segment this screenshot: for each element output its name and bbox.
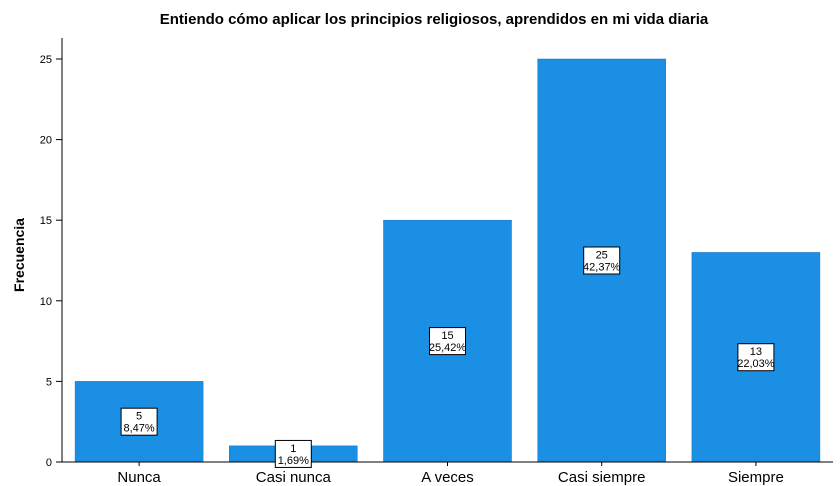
y-tick-label: 5 [46, 376, 52, 388]
chart-title: Entiendo cómo aplicar los principios rel… [160, 11, 709, 28]
x-tick-label: Siempre [728, 469, 784, 486]
data-label-percent: 25,42% [429, 342, 467, 354]
y-axis-ticks: 0 5 10 15 20 25 [40, 54, 62, 469]
data-label-box [274, 439, 312, 468]
data-label-count: 25 [596, 250, 608, 262]
y-axis-label: Frecuencia [11, 218, 27, 292]
x-tick-label: A veces [421, 469, 474, 486]
x-tick-label: Nunca [117, 469, 161, 486]
data-label: 11,69% [274, 439, 312, 468]
y-tick-label: 0 [46, 457, 52, 469]
data-label: 58,47% [120, 407, 158, 436]
data-label-percent: 42,37% [583, 262, 621, 274]
x-tick-label: Casi siempre [558, 469, 646, 486]
data-label-percent: 8,47% [123, 423, 154, 435]
data-label-percent: 22,03% [737, 358, 775, 370]
data-label-count: 1 [290, 443, 296, 455]
data-label-box [429, 327, 466, 356]
data-label-count: 15 [441, 330, 453, 342]
data-label-box [120, 407, 158, 436]
data-label-box [583, 246, 621, 275]
data-label-count: 13 [750, 346, 762, 358]
y-tick-label: 20 [40, 135, 52, 147]
bars [74, 58, 821, 463]
data-label-count: 5 [136, 411, 142, 423]
data-label-percent: 1,69% [278, 455, 309, 467]
y-tick-label: 15 [40, 215, 52, 227]
x-axis-ticks: Nunca Casi nunca A veces Casi siempre Siempr… [117, 462, 784, 486]
y-tick-label: 25 [40, 54, 52, 66]
x-tick-label: Casi nunca [256, 469, 332, 486]
data-label-box [737, 343, 775, 372]
y-tick-label: 10 [40, 296, 52, 308]
